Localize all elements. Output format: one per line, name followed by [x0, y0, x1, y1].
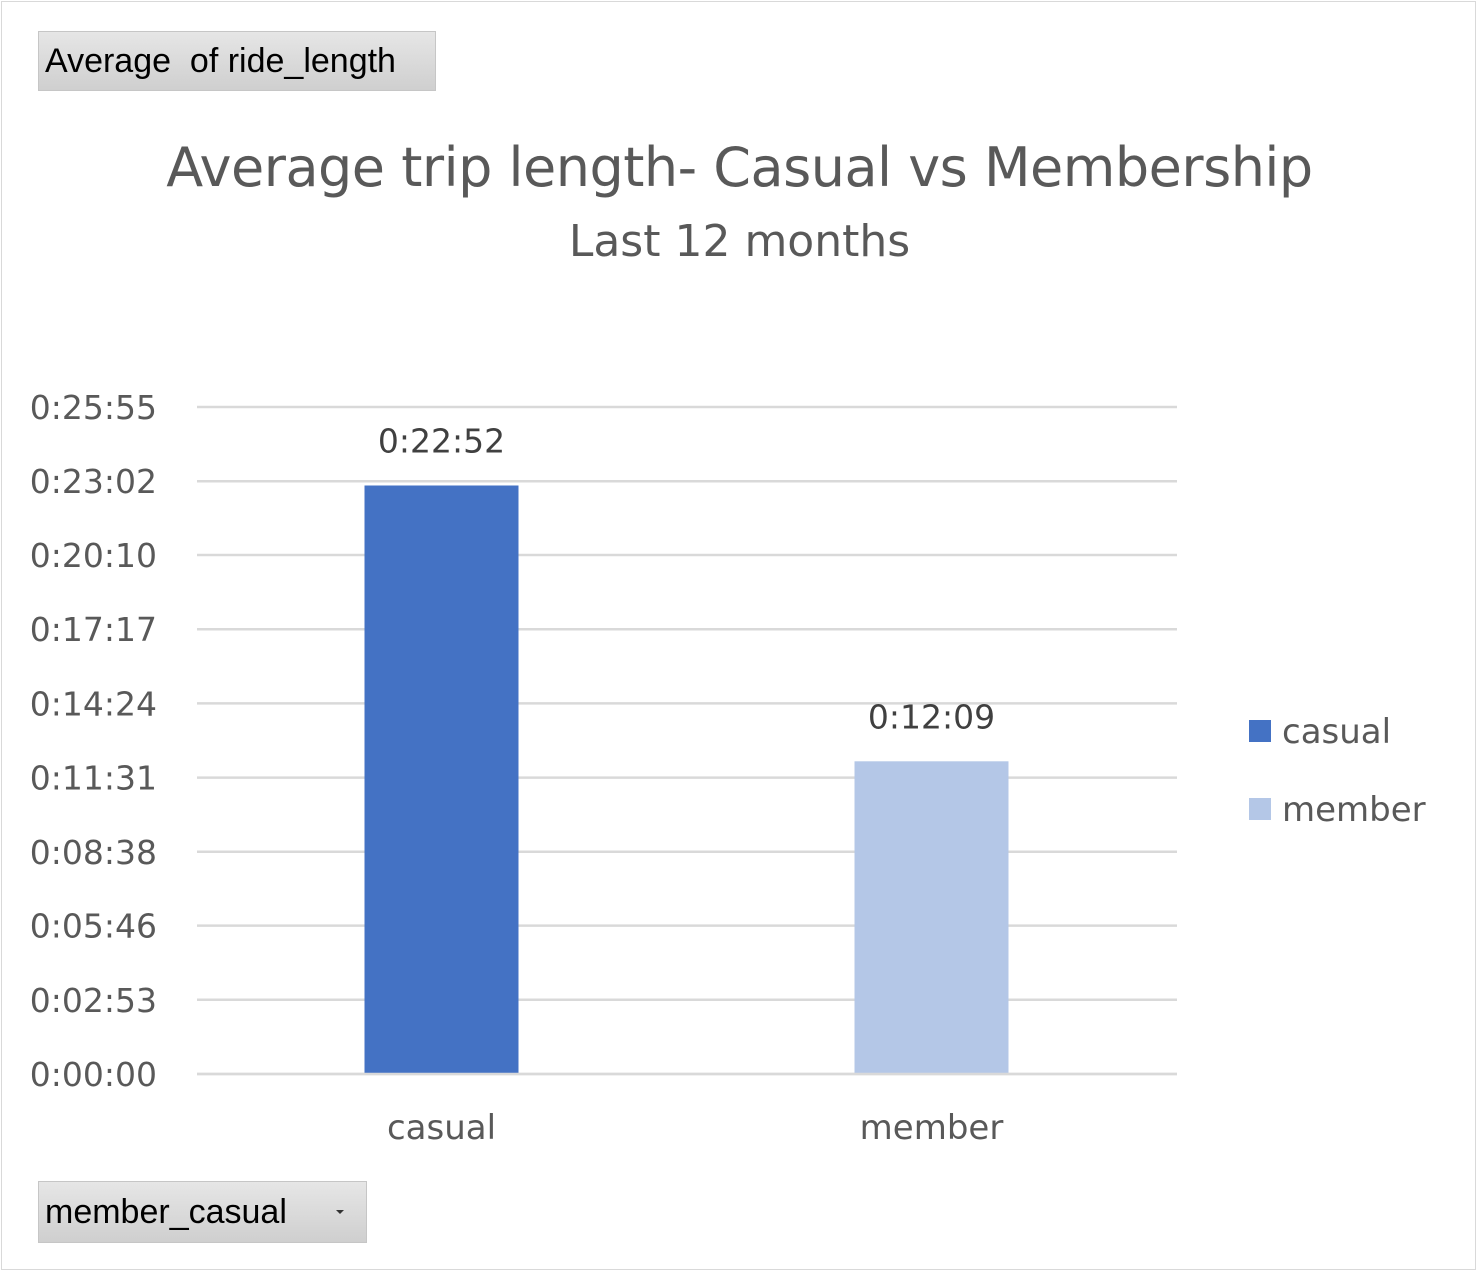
data-label-member: 0:12:09	[868, 697, 995, 736]
y-tick-label: 0:00:00	[30, 1055, 157, 1094]
axis-field-label: member_casual	[45, 1193, 287, 1231]
y-tick-label: 0:23:02	[30, 462, 157, 501]
x-category-label-casual: casual	[387, 1108, 496, 1148]
legend-label-casual: casual	[1282, 712, 1391, 752]
values-field-label: Average of ride_length	[45, 42, 396, 80]
y-tick-label: 0:20:10	[30, 536, 157, 575]
bar-member[interactable]	[854, 761, 1009, 1074]
chart-subtitle: Last 12 months	[568, 216, 911, 267]
y-tick-label: 0:25:55	[30, 388, 157, 427]
y-tick-label: 0:02:53	[30, 981, 157, 1020]
legend-label-member: member	[1282, 790, 1426, 830]
data-label-casual: 0:22:52	[378, 421, 505, 460]
y-tick-label: 0:11:31	[30, 759, 157, 798]
chart-title: Average trip length- Casual vs Membershi…	[166, 136, 1313, 199]
chevron-down-icon[interactable]	[336, 1210, 344, 1214]
axis-field-button[interactable]: member_casual	[38, 1181, 367, 1243]
x-category-label-member: member	[860, 1108, 1004, 1148]
legend-swatch-member	[1249, 798, 1271, 820]
y-tick-label: 0:08:38	[30, 833, 157, 872]
y-tick-label: 0:14:24	[30, 684, 157, 723]
bar-casual[interactable]	[364, 485, 519, 1074]
legend-swatch-casual	[1249, 720, 1271, 742]
values-field-button[interactable]: Average of ride_length	[38, 31, 436, 91]
y-tick-label: 0:05:46	[30, 907, 157, 946]
y-tick-label: 0:17:17	[30, 610, 157, 649]
